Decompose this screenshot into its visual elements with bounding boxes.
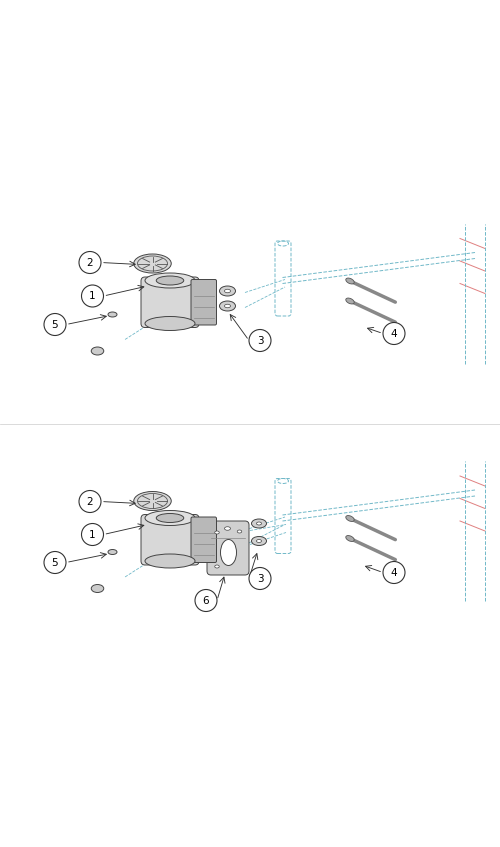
Circle shape — [79, 490, 101, 512]
FancyBboxPatch shape — [207, 521, 249, 575]
FancyBboxPatch shape — [141, 514, 199, 565]
Text: 3: 3 — [256, 573, 264, 584]
Text: 2: 2 — [86, 496, 94, 507]
Circle shape — [383, 562, 405, 584]
Ellipse shape — [220, 301, 236, 311]
FancyBboxPatch shape — [141, 277, 199, 328]
Ellipse shape — [220, 523, 236, 534]
Ellipse shape — [220, 539, 236, 549]
Ellipse shape — [252, 536, 266, 545]
Text: 5: 5 — [52, 319, 59, 329]
Ellipse shape — [220, 540, 236, 566]
Ellipse shape — [145, 317, 195, 330]
Ellipse shape — [215, 531, 219, 534]
Ellipse shape — [134, 254, 171, 273]
Circle shape — [44, 313, 66, 335]
Ellipse shape — [224, 542, 230, 545]
Ellipse shape — [346, 278, 354, 284]
Ellipse shape — [108, 312, 117, 317]
Text: 2: 2 — [86, 257, 94, 268]
FancyBboxPatch shape — [191, 517, 216, 562]
Ellipse shape — [256, 540, 262, 542]
Circle shape — [79, 252, 101, 274]
Circle shape — [249, 329, 271, 352]
Ellipse shape — [145, 273, 195, 288]
FancyBboxPatch shape — [191, 280, 216, 325]
Text: 1: 1 — [89, 529, 96, 540]
Ellipse shape — [224, 527, 230, 530]
Ellipse shape — [145, 554, 195, 568]
Ellipse shape — [215, 565, 219, 568]
Text: 4: 4 — [390, 567, 398, 578]
Ellipse shape — [346, 516, 354, 522]
Circle shape — [383, 323, 405, 345]
Circle shape — [44, 551, 66, 573]
Ellipse shape — [156, 276, 184, 285]
Ellipse shape — [256, 522, 262, 525]
Ellipse shape — [145, 511, 195, 525]
Text: 5: 5 — [52, 557, 59, 567]
Text: 1: 1 — [89, 291, 96, 301]
Ellipse shape — [224, 304, 230, 307]
Ellipse shape — [91, 347, 104, 355]
Text: 4: 4 — [390, 329, 398, 339]
Circle shape — [82, 285, 104, 307]
Ellipse shape — [108, 550, 117, 555]
Ellipse shape — [91, 584, 104, 593]
Circle shape — [82, 523, 104, 545]
Ellipse shape — [220, 286, 236, 296]
Ellipse shape — [224, 289, 230, 293]
Text: 6: 6 — [202, 595, 209, 606]
Ellipse shape — [134, 491, 171, 511]
Ellipse shape — [346, 535, 354, 541]
Ellipse shape — [252, 519, 266, 528]
Circle shape — [195, 590, 217, 612]
Ellipse shape — [346, 298, 354, 304]
Ellipse shape — [238, 530, 242, 533]
Text: 3: 3 — [256, 335, 264, 346]
Ellipse shape — [156, 513, 184, 523]
Circle shape — [249, 567, 271, 590]
